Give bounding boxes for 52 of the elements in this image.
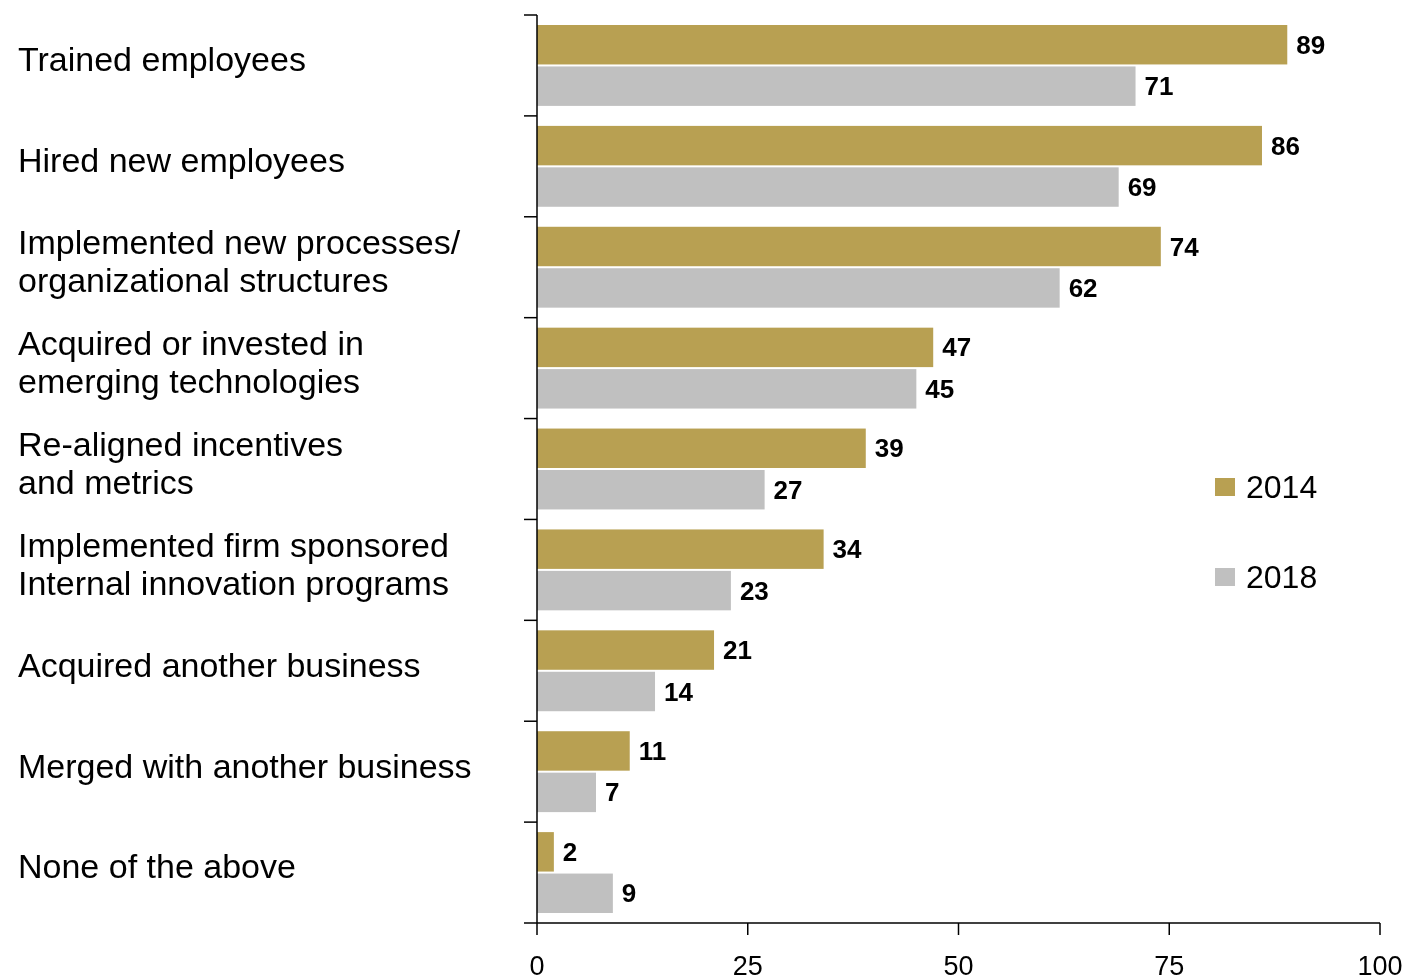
bar — [537, 873, 613, 913]
data-label: 11 — [638, 736, 667, 767]
y-tick-label: Trained employees — [18, 40, 306, 79]
data-label: 2 — [562, 836, 578, 867]
bar — [537, 570, 731, 611]
x-tick-label: 75 — [1154, 951, 1185, 979]
bar — [537, 630, 715, 670]
data-label: 21 — [723, 635, 752, 666]
data-label: 14 — [664, 676, 694, 707]
y-tick-label: Merged with another business — [18, 746, 472, 785]
y-tick-label: Acquired or invested in emerging technologies — [18, 324, 364, 401]
data-label: 27 — [773, 474, 803, 505]
bar — [537, 167, 1119, 207]
data-label: 86 — [1270, 130, 1300, 161]
bar — [537, 428, 866, 468]
bar — [537, 226, 1161, 267]
y-tick-label: Acquired another business — [18, 645, 421, 684]
data-label: 71 — [1144, 71, 1174, 102]
legend-label: 2014 — [1246, 469, 1318, 506]
bar — [537, 470, 765, 510]
data-label: 23 — [739, 575, 769, 606]
bar — [537, 268, 1060, 308]
bar — [537, 731, 630, 771]
x-tick-label: 50 — [943, 951, 974, 979]
bar — [537, 327, 934, 368]
bar — [537, 125, 1262, 166]
data-label: 34 — [832, 534, 863, 565]
data-label: 9 — [621, 878, 637, 909]
y-tick-label: Implemented new processes/ organizational structures — [18, 223, 461, 300]
data-label: 45 — [925, 373, 955, 404]
y-tick-label: Hired new employees — [18, 141, 345, 180]
data-label: 39 — [874, 433, 904, 464]
x-tick-label: 25 — [732, 951, 763, 979]
data-label: 47 — [942, 332, 972, 363]
bar — [537, 529, 824, 569]
bar — [537, 772, 597, 813]
bar — [537, 25, 1288, 65]
data-label: 62 — [1068, 273, 1098, 304]
bar — [537, 671, 656, 712]
legend-label: 2018 — [1246, 559, 1318, 596]
data-label: 7 — [605, 777, 620, 808]
data-label: 69 — [1127, 172, 1157, 203]
data-label: 89 — [1296, 29, 1326, 60]
x-tick-label: 0 — [529, 951, 545, 979]
bar — [537, 832, 554, 872]
data-label: 74 — [1169, 231, 1200, 262]
bar — [537, 369, 917, 409]
x-tick-label: 100 — [1357, 951, 1403, 979]
bar — [537, 66, 1136, 106]
y-tick-label: Re-aligned incentives and metrics — [18, 424, 344, 501]
y-tick-label: Implemented firm sponsored Internal innovation programs — [18, 525, 449, 602]
y-tick-label: None of the above — [18, 847, 296, 886]
